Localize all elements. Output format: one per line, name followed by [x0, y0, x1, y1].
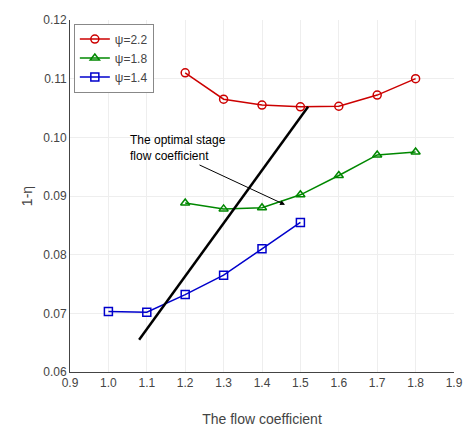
svg-text:0.07: 0.07 [43, 307, 67, 321]
svg-text:ψ=2.2: ψ=2.2 [115, 33, 148, 47]
svg-text:1.4: 1.4 [254, 376, 271, 390]
svg-text:0.10: 0.10 [43, 131, 67, 145]
svg-text:1.3: 1.3 [215, 376, 232, 390]
svg-text:1.2: 1.2 [177, 376, 194, 390]
svg-text:1.1: 1.1 [138, 376, 155, 390]
svg-text:0.06: 0.06 [43, 365, 67, 379]
svg-text:1-η: 1-η [19, 186, 35, 206]
svg-text:0.11: 0.11 [44, 72, 67, 86]
svg-text:The flow coefficient: The flow coefficient [202, 411, 322, 427]
svg-text:0.9: 0.9 [62, 376, 79, 390]
svg-text:1.9: 1.9 [446, 376, 463, 390]
svg-text:ψ=1.4: ψ=1.4 [115, 71, 148, 85]
svg-text:1.6: 1.6 [330, 376, 347, 390]
svg-text:0.09: 0.09 [43, 189, 67, 203]
svg-text:ψ=1.8: ψ=1.8 [115, 52, 148, 66]
svg-text:0.08: 0.08 [43, 248, 67, 262]
svg-text:1.0: 1.0 [100, 376, 117, 390]
svg-text:1.5: 1.5 [292, 376, 309, 390]
svg-text:1.7: 1.7 [369, 376, 386, 390]
svg-text:0.12: 0.12 [43, 13, 67, 27]
svg-text:The optimal stageflow coeffici: The optimal stageflow coefficient [130, 133, 226, 163]
svg-text:1.8: 1.8 [407, 376, 424, 390]
